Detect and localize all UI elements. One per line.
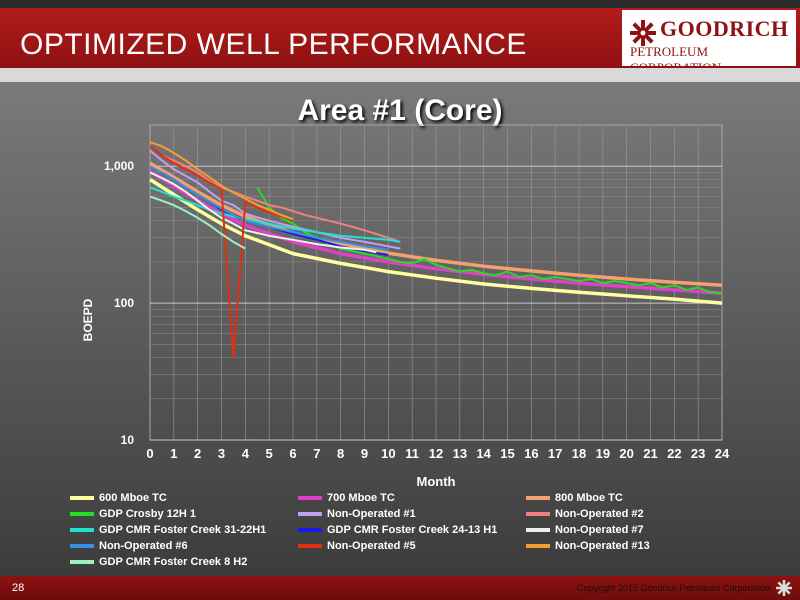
x-tick-label: 17	[548, 446, 562, 461]
y-tick-labels: 10 100 1,000	[104, 159, 134, 447]
x-tick-label: 19	[596, 446, 610, 461]
x-tick-label: 6	[289, 446, 296, 461]
copyright-text: Copyright 2015 Goodrich Petroleum Corpor…	[576, 583, 770, 593]
series-line	[149, 161, 723, 288]
series-line	[149, 171, 377, 254]
y-tick-label: 10	[121, 433, 135, 447]
x-tick-label: 14	[476, 446, 491, 461]
legend-swatch	[70, 496, 94, 500]
legend-swatch	[70, 544, 94, 548]
top-strip	[0, 0, 800, 8]
legend-label: GDP Crosby 12H 1	[99, 508, 197, 520]
legend-label: GDP CMR Foster Creek 24-13 H1	[327, 524, 498, 536]
gear-icon	[776, 580, 792, 596]
series-line	[149, 141, 294, 221]
x-axis-label: Month	[417, 474, 456, 489]
legend-swatch	[70, 512, 94, 516]
legend-label: 700 Mboe TC	[327, 492, 395, 504]
x-tick-label: 23	[691, 446, 705, 461]
series-line	[161, 154, 401, 243]
x-tick-label: 10	[381, 446, 395, 461]
legend-item: Non-Operated #6	[70, 538, 188, 554]
legend-label: 600 Mboe TC	[99, 492, 167, 504]
legend-swatch	[526, 512, 550, 516]
legend-item: Non-Operated #2	[526, 506, 644, 522]
x-tick-label: 15	[500, 446, 514, 461]
y-tick-label: 1,000	[104, 159, 134, 173]
legend-swatch	[298, 528, 322, 532]
legend-item: 700 Mboe TC	[298, 490, 395, 506]
legend-label: Non-Operated #5	[327, 540, 416, 552]
legend-swatch	[298, 496, 322, 500]
company-logo: GOODRICH PETROLEUM CORPORATION	[622, 10, 796, 75]
legend-label: Non-Operated #13	[555, 540, 650, 552]
legend-swatch	[526, 496, 550, 500]
legend-label: 800 Mboe TC	[555, 492, 623, 504]
legend-label: GDP CMR Foster Creek 31-22H1	[99, 524, 267, 536]
legend-label: Non-Operated #2	[555, 508, 644, 520]
x-tick-label: 22	[667, 446, 681, 461]
header-band	[0, 68, 800, 82]
x-tick-label: 0	[146, 446, 153, 461]
legend-swatch	[70, 528, 94, 532]
series-line	[149, 186, 401, 243]
legend-swatch	[526, 528, 550, 532]
logo-name: GOODRICH	[660, 16, 789, 41]
legend-item: GDP CMR Foster Creek 8 H2	[70, 554, 247, 570]
legend-label: Non-Operated #7	[555, 524, 644, 536]
legend-label: Non-Operated #6	[99, 540, 188, 552]
y-tick-label: 100	[114, 296, 134, 310]
x-tick-label: 12	[429, 446, 443, 461]
slide-title: OPTIMIZED WELL PERFORMANCE	[20, 28, 527, 61]
legend-item: 800 Mboe TC	[526, 490, 623, 506]
series-line	[149, 169, 723, 296]
x-tick-label: 7	[313, 446, 320, 461]
legend-swatch	[298, 512, 322, 516]
x-tick-label: 2	[194, 446, 201, 461]
x-tick-labels: 0 1 2 3 4 5 6 7 8 9 10 11 12 13 14 15 16 17 18 19 20 21 22 23 24	[146, 446, 730, 461]
y-axis-label: BOEPD	[81, 298, 95, 341]
legend-item: Non-Operated #1	[298, 506, 416, 522]
legend-swatch	[70, 560, 94, 564]
x-tick-label: 4	[242, 446, 250, 461]
legend-item: 600 Mboe TC	[70, 490, 167, 506]
series-line	[149, 145, 294, 359]
chart-legend: 600 Mboe TC 700 Mboe TC 800 Mboe TC GDP Cro…	[60, 490, 800, 570]
legend-item: GDP CMR Foster Creek 24-13 H1	[298, 522, 497, 538]
slide-content	[0, 82, 800, 576]
legend-swatch	[298, 544, 322, 548]
legend-item: GDP Crosby 12H 1	[70, 506, 196, 522]
x-tick-label: 21	[643, 446, 657, 461]
series-line	[149, 165, 389, 251]
series-line	[149, 195, 246, 250]
x-tick-label: 24	[715, 446, 730, 461]
x-tick-label: 11	[405, 446, 419, 461]
x-tick-label: 5	[266, 446, 273, 461]
x-tick-label: 16	[524, 446, 538, 461]
series-lines	[149, 141, 723, 359]
series-line	[149, 149, 401, 250]
x-tick-label: 8	[337, 446, 344, 461]
x-tick-label: 13	[453, 446, 467, 461]
x-tick-label: 3	[218, 446, 225, 461]
x-tick-label: 1	[170, 446, 177, 461]
grid-lines	[149, 124, 723, 441]
legend-item: Non-Operated #13	[526, 538, 650, 554]
page-number: 28	[12, 582, 25, 594]
legend-label: GDP CMR Foster Creek 8 H2	[99, 556, 248, 568]
legend-item: Non-Operated #7	[526, 522, 644, 538]
legend-swatch	[526, 544, 550, 548]
series-line	[149, 178, 723, 305]
x-tick-label: 18	[572, 446, 586, 461]
legend-item: Non-Operated #5	[298, 538, 416, 554]
legend-item: GDP CMR Foster Creek 31-22H1	[70, 522, 266, 538]
footer-bar: 28 Copyright 2015 Goodrich Petroleum Cor…	[0, 576, 800, 600]
legend-label: Non-Operated #1	[327, 508, 416, 520]
x-tick-label: 20	[619, 446, 633, 461]
x-tick-label: 9	[361, 446, 368, 461]
chart-title: Area #1 (Core)	[297, 94, 503, 127]
gear-icon	[630, 20, 656, 46]
